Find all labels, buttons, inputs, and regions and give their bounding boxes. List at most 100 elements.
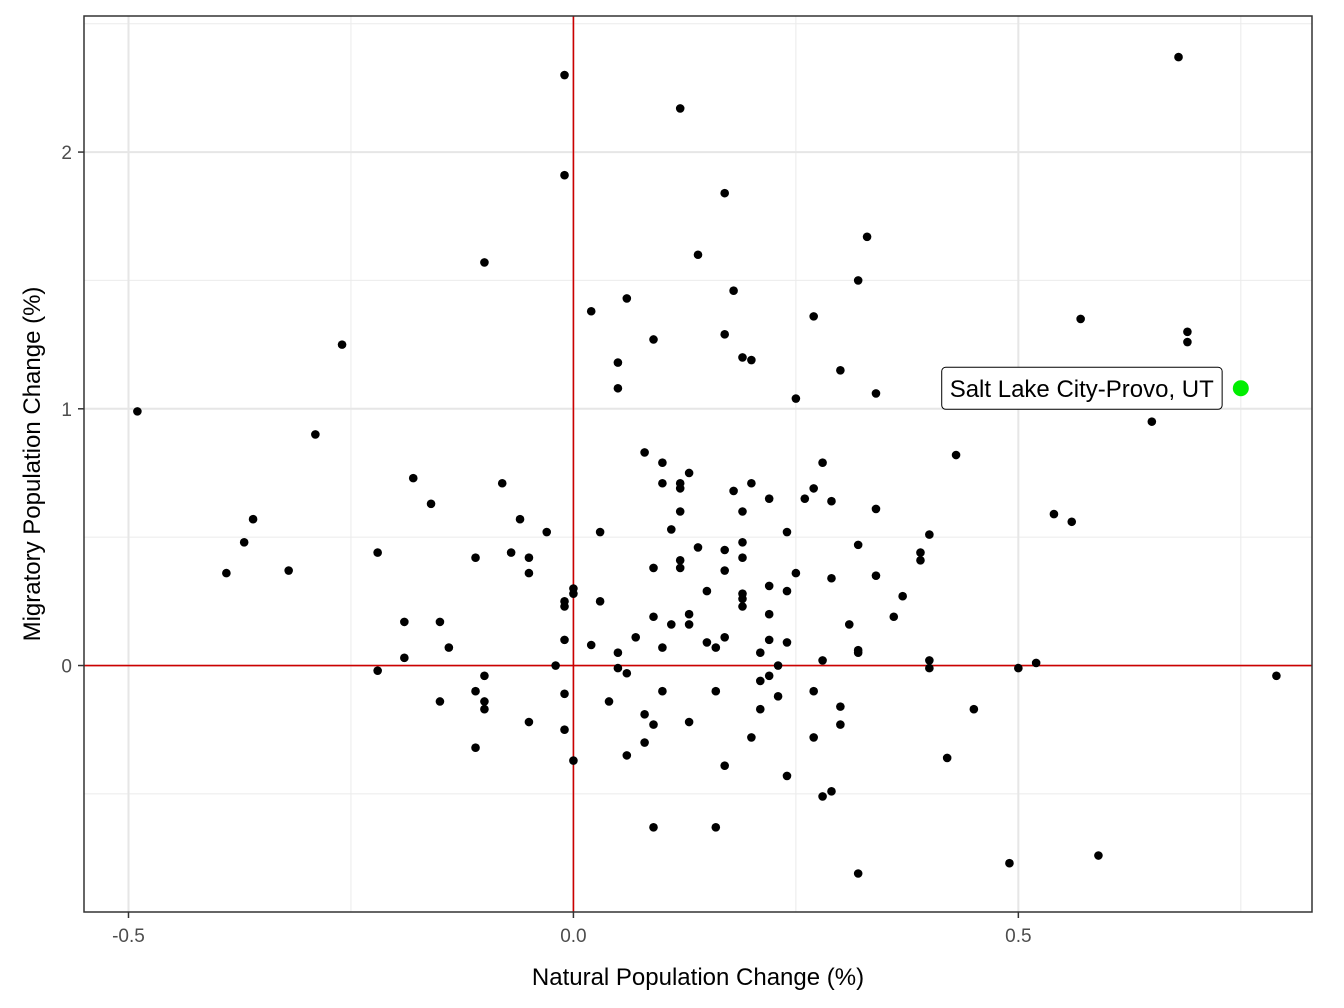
y-axis-title: Migratory Population Change (%) bbox=[19, 287, 46, 642]
y-tick-label: 0 bbox=[61, 657, 72, 678]
plot-border bbox=[83, 15, 1313, 913]
data-point bbox=[764, 609, 774, 619]
data-point bbox=[684, 468, 694, 478]
data-point bbox=[738, 538, 747, 547]
data-point bbox=[1049, 509, 1059, 519]
data-point bbox=[862, 232, 872, 242]
data-point bbox=[720, 566, 729, 575]
data-point bbox=[667, 620, 676, 629]
data-point bbox=[435, 617, 445, 627]
data-point bbox=[720, 188, 729, 198]
data-point bbox=[844, 620, 854, 629]
data-point bbox=[853, 869, 863, 878]
data-point bbox=[560, 170, 569, 180]
data-point bbox=[720, 330, 729, 339]
highlighted-point bbox=[1232, 380, 1249, 397]
data-point bbox=[711, 643, 721, 652]
data-point bbox=[773, 692, 783, 701]
data-point bbox=[853, 648, 863, 657]
data-point bbox=[782, 638, 792, 647]
data-point bbox=[613, 648, 623, 657]
data-point bbox=[1014, 663, 1023, 673]
data-point bbox=[480, 697, 489, 706]
data-point bbox=[649, 563, 658, 573]
data-point bbox=[684, 609, 694, 619]
data-point bbox=[569, 589, 578, 598]
data-point bbox=[693, 543, 703, 552]
data-point bbox=[764, 494, 774, 503]
data-point bbox=[435, 697, 445, 706]
data-point bbox=[675, 507, 685, 516]
highlight-annotation: Salt Lake City-Provo, UT bbox=[941, 366, 1249, 410]
data-point bbox=[675, 104, 685, 113]
x-tick-label: 0.0 bbox=[560, 926, 586, 947]
data-point bbox=[925, 530, 934, 539]
data-point bbox=[1076, 314, 1085, 324]
data-point bbox=[613, 663, 623, 673]
data-point bbox=[649, 612, 658, 622]
data-point bbox=[560, 725, 569, 735]
data-point bbox=[400, 617, 409, 627]
data-point bbox=[969, 704, 979, 714]
data-point bbox=[782, 527, 792, 537]
data-point bbox=[720, 632, 729, 642]
data-point bbox=[658, 686, 667, 696]
axis-ticks: -0.5 0.0 0.5 0 1 2 bbox=[61, 143, 1031, 947]
data-point bbox=[818, 792, 827, 801]
data-point bbox=[871, 389, 881, 398]
data-point bbox=[836, 365, 845, 375]
data-point bbox=[560, 70, 569, 80]
data-point bbox=[658, 458, 667, 468]
data-point bbox=[480, 258, 489, 267]
data-point bbox=[284, 566, 293, 575]
data-point bbox=[827, 787, 836, 796]
data-point bbox=[560, 635, 569, 645]
data-point bbox=[747, 478, 756, 488]
data-point bbox=[133, 407, 142, 416]
data-point bbox=[1005, 858, 1014, 868]
data-point bbox=[542, 527, 552, 537]
data-point bbox=[622, 668, 632, 678]
data-point bbox=[791, 394, 801, 403]
data-point bbox=[480, 671, 489, 681]
data-point bbox=[827, 573, 836, 583]
data-point bbox=[738, 353, 747, 362]
data-point bbox=[738, 602, 747, 611]
data-point bbox=[613, 383, 623, 393]
data-point bbox=[916, 555, 925, 565]
data-point bbox=[809, 484, 818, 493]
data-point bbox=[640, 738, 649, 747]
data-point bbox=[720, 761, 729, 770]
data-point bbox=[373, 548, 382, 557]
data-point bbox=[702, 638, 712, 647]
data-point bbox=[1031, 658, 1041, 668]
data-point bbox=[729, 286, 738, 296]
data-point bbox=[569, 756, 578, 765]
data-point bbox=[729, 486, 738, 496]
data-point bbox=[239, 538, 249, 547]
data-point bbox=[667, 525, 676, 534]
data-point bbox=[747, 733, 756, 742]
data-point bbox=[426, 499, 436, 509]
annotation-label: Salt Lake City-Provo, UT bbox=[950, 376, 1214, 403]
data-point bbox=[702, 586, 712, 596]
data-point bbox=[248, 514, 258, 524]
data-point bbox=[480, 704, 489, 714]
data-point bbox=[916, 548, 925, 557]
data-point bbox=[764, 635, 774, 645]
data-point bbox=[471, 553, 480, 563]
data-point bbox=[658, 643, 667, 652]
data-point bbox=[631, 632, 641, 642]
data-point bbox=[515, 514, 525, 524]
data-point bbox=[604, 697, 614, 706]
data-point bbox=[800, 494, 810, 503]
data-point bbox=[649, 335, 658, 344]
data-point bbox=[755, 704, 765, 714]
x-tick-label: 0.5 bbox=[1005, 926, 1031, 947]
data-point bbox=[711, 822, 721, 832]
data-point bbox=[836, 702, 845, 711]
data-point bbox=[1183, 337, 1192, 347]
data-point bbox=[818, 656, 827, 665]
data-point bbox=[1183, 327, 1192, 337]
